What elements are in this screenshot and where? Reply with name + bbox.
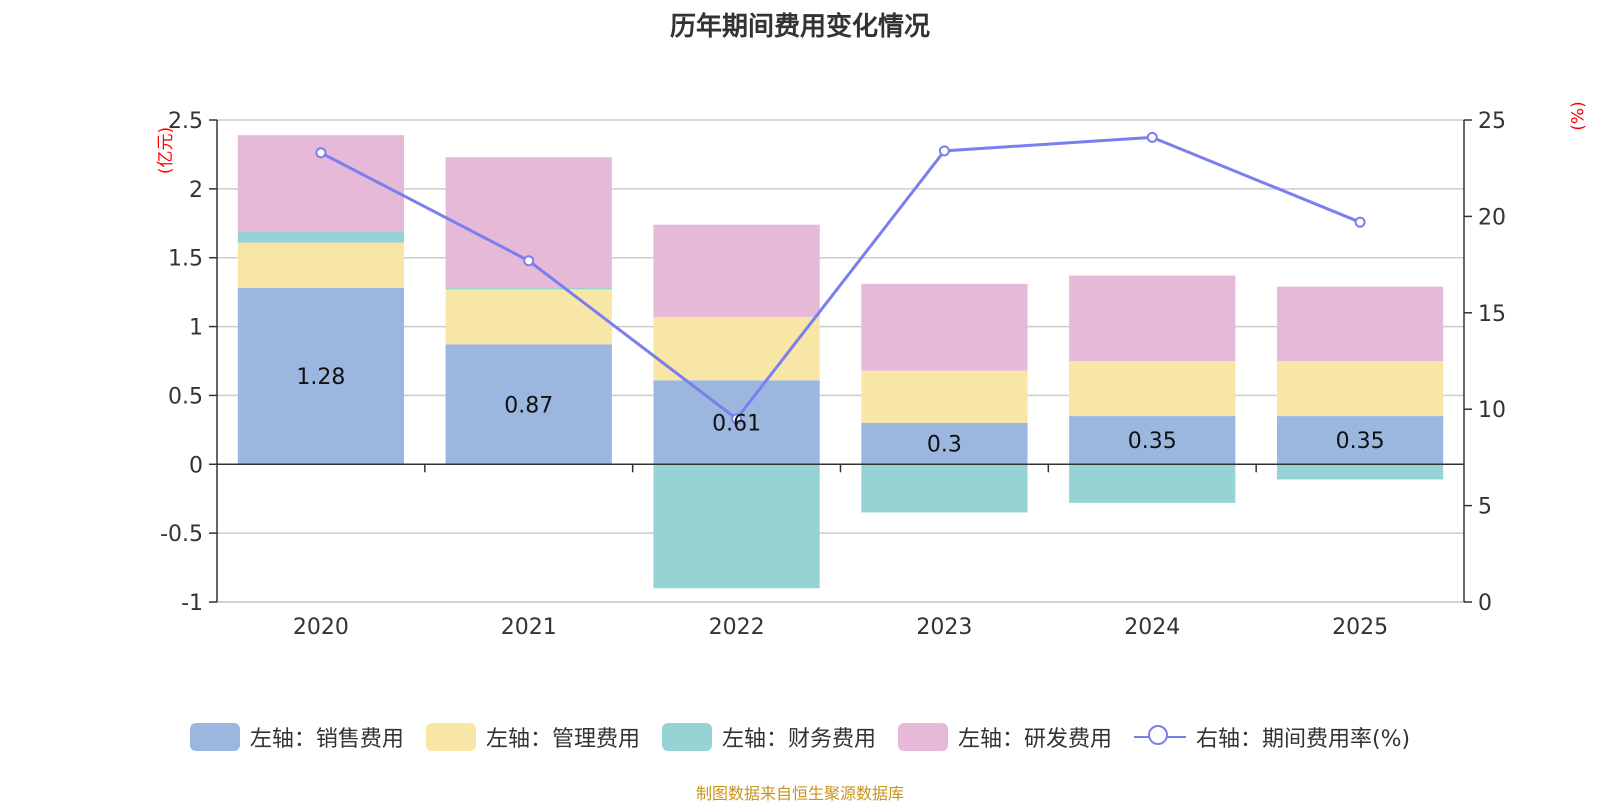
ratio-point bbox=[1354, 216, 1366, 228]
legend-swatch-sales bbox=[189, 723, 240, 751]
bar-segment bbox=[445, 289, 612, 345]
bar-segment bbox=[861, 422, 1028, 465]
bar-segment bbox=[237, 242, 405, 289]
left-axis-tick-label: 0 bbox=[189, 453, 203, 478]
bar-segment bbox=[653, 464, 820, 589]
x-axis-tick-label: 2024 bbox=[1124, 615, 1180, 640]
bar-segment bbox=[861, 370, 1028, 423]
legend-item-sales[interactable]: 左轴：销售费用 bbox=[189, 721, 404, 753]
left-axis-tick-label: 0.5 bbox=[168, 384, 203, 409]
bar-data-label: 1.28 bbox=[296, 365, 345, 390]
x-axis-tick-label: 2022 bbox=[709, 615, 765, 640]
right-axis-tick-label: 10 bbox=[1478, 398, 1506, 423]
legend-swatch-rnd bbox=[897, 723, 948, 751]
legend-item-admin[interactable]: 左轴：管理费用 bbox=[425, 721, 640, 753]
left-axis-tick-label: 2.5 bbox=[168, 109, 203, 134]
bar-segment bbox=[861, 283, 1028, 371]
x-axis-tick-label: 2021 bbox=[501, 615, 557, 640]
x-axis-tick-label: 2020 bbox=[293, 615, 349, 640]
right-axis-tick-label: 15 bbox=[1478, 302, 1506, 327]
legend-item-finance[interactable]: 左轴：财务费用 bbox=[661, 721, 876, 753]
x-axis-tick-label: 2023 bbox=[916, 615, 972, 640]
bar-segment bbox=[653, 224, 820, 317]
right-axis-tick-label: 25 bbox=[1478, 109, 1506, 134]
bar-segment bbox=[1069, 275, 1236, 361]
left-axis-tick-label: -1 bbox=[181, 591, 203, 616]
bar-segment bbox=[445, 157, 612, 289]
legend-line-swatch-ratio bbox=[1133, 723, 1186, 751]
bar-data-label: 0.61 bbox=[712, 411, 761, 436]
bar-data-label: 0.35 bbox=[1128, 429, 1177, 454]
bar-segment bbox=[1276, 416, 1444, 465]
ratio-point bbox=[315, 147, 327, 159]
ratio-point bbox=[731, 413, 743, 425]
left-axis-tick-label: 2 bbox=[189, 178, 203, 203]
legend-label-sales: 左轴：销售费用 bbox=[249, 727, 404, 752]
bar-data-label: 0.87 bbox=[504, 393, 553, 418]
chart-plot: 2.5 2 1.5 1 0.5 0 -0.5 -1 25 20 15 10 5 0 2020 1.28 202… bbox=[160, 109, 1506, 640]
bar-segment bbox=[445, 288, 612, 290]
legend-marker bbox=[1147, 725, 1168, 745]
bar-data-label: 0.35 bbox=[1336, 429, 1385, 454]
data-source-note: 制图数据来自恒生聚源数据库 bbox=[695, 784, 904, 803]
bar-segment bbox=[653, 316, 820, 381]
legend: 左轴：销售费用 左轴：管理费用 左轴：财务费用 左轴：研发费用 右轴：期间费用率… bbox=[0, 722, 1600, 752]
bar-segment bbox=[237, 231, 405, 243]
left-axis-tick-label: 1 bbox=[189, 316, 203, 341]
legend-item-expense-ratio[interactable]: 右轴：期间费用率(%) bbox=[1133, 721, 1411, 753]
bar-segment bbox=[1276, 286, 1444, 361]
legend-swatch-admin bbox=[425, 723, 476, 751]
bar-segment bbox=[1069, 361, 1236, 417]
bar-segment bbox=[1276, 464, 1444, 480]
legend-swatch-finance bbox=[661, 723, 712, 751]
ratio-point bbox=[938, 145, 950, 157]
bar-segment bbox=[861, 464, 1028, 513]
bar-segment bbox=[237, 288, 405, 465]
bar-data-label: 0.3 bbox=[927, 433, 962, 458]
legend-item-rnd[interactable]: 左轴：研发费用 bbox=[897, 721, 1112, 753]
left-axis-tick-label: 1.5 bbox=[168, 247, 203, 272]
chart-title: 历年期间费用变化情况 bbox=[669, 12, 930, 42]
ratio-point bbox=[523, 255, 535, 267]
bar-segment bbox=[1276, 361, 1444, 417]
right-axis-tick-label: 20 bbox=[1478, 205, 1506, 230]
bar-segment bbox=[1069, 416, 1236, 465]
right-axis-tick-label: 5 bbox=[1478, 495, 1492, 520]
legend-label-rnd: 左轴：研发费用 bbox=[957, 727, 1112, 752]
ratio-point bbox=[1146, 131, 1158, 143]
legend-label-admin: 左轴：管理费用 bbox=[485, 727, 640, 752]
ratio-line bbox=[320, 135, 1361, 421]
bar-segment bbox=[1069, 464, 1236, 503]
left-axis-tick-label: -0.5 bbox=[160, 522, 203, 547]
legend-label-ratio: 右轴：期间费用率(%) bbox=[1195, 727, 1411, 752]
right-axis-tick-label: 0 bbox=[1478, 591, 1492, 616]
legend-label-finance: 左轴：财务费用 bbox=[721, 727, 876, 752]
x-axis-tick-label: 2025 bbox=[1332, 615, 1388, 640]
bar-segment bbox=[445, 344, 612, 465]
